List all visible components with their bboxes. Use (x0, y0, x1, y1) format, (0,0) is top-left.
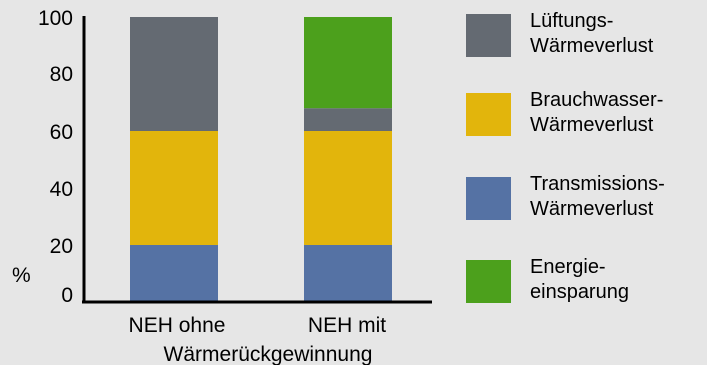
legend-swatch-transmissions-warmeverlust (466, 177, 511, 220)
bar-neh-mit-luftungs-warmeverlust (304, 108, 392, 131)
y-ticks: 0 20 40 60 80 100 (38, 7, 73, 307)
y-tick-label-100: 100 (38, 7, 73, 30)
bar-neh-mit-brauchwasser-warmeverlust (304, 131, 392, 245)
legend-label-brauchwasser-warmeverlust-line-2: Wärmeverlust (530, 114, 654, 136)
legend-label-brauchwasser-warmeverlust-line-1: Brauchwasser- (530, 89, 663, 111)
legend-swatch-luftungs-warmeverlust (466, 14, 511, 57)
y-tick-label-40: 40 (50, 178, 73, 201)
legend-label-energieeinsparung-line-2: einsparung (530, 281, 629, 303)
legend-label-transmissions-warmeverlust-line-2: Wärmeverlust (530, 198, 654, 220)
y-tick-label-80: 80 (50, 63, 73, 86)
bar-neh-mit-transmissions-warmeverlust (304, 245, 392, 302)
y-tick-label-20: 20 (50, 235, 73, 258)
category-labels: NEH ohne NEH mit (129, 314, 387, 337)
legend-label-transmissions-warmeverlust-line-1: Transmissions- (530, 173, 665, 195)
legend-swatch-brauchwasser-warmeverlust (466, 93, 511, 136)
bar-neh-ohne-luftungs-warmeverlust (130, 17, 218, 131)
y-tick-label-0: 0 (61, 284, 73, 307)
legend-swatch-energieeinsparung (466, 260, 511, 303)
category-label-neh-mit: NEH mit (308, 314, 386, 337)
legend-label-luftungs-warmeverlust-line-1: Lüftungs- (530, 10, 613, 32)
legend: Lüftungs- Wärmeverlust Brauchwasser- Wärmev… (466, 10, 665, 303)
category-label-neh-ohne: NEH ohne (129, 314, 226, 337)
bar-neh-mit-energieeinsparung (304, 17, 392, 109)
legend-label-luftungs-warmeverlust-line-2: Wärmeverlust (530, 35, 654, 57)
bar-neh-ohne-transmissions-warmeverlust (130, 245, 218, 302)
bar-neh-ohne-brauchwasser-warmeverlust (130, 131, 218, 245)
legend-label-energieeinsparung-line-1: Energie- (530, 256, 606, 278)
y-tick-label-60: 60 (50, 121, 73, 144)
category-caption: Wärmerückgewinnung (164, 343, 373, 365)
y-axis-label: % (12, 264, 31, 287)
bars-layer (130, 17, 392, 302)
